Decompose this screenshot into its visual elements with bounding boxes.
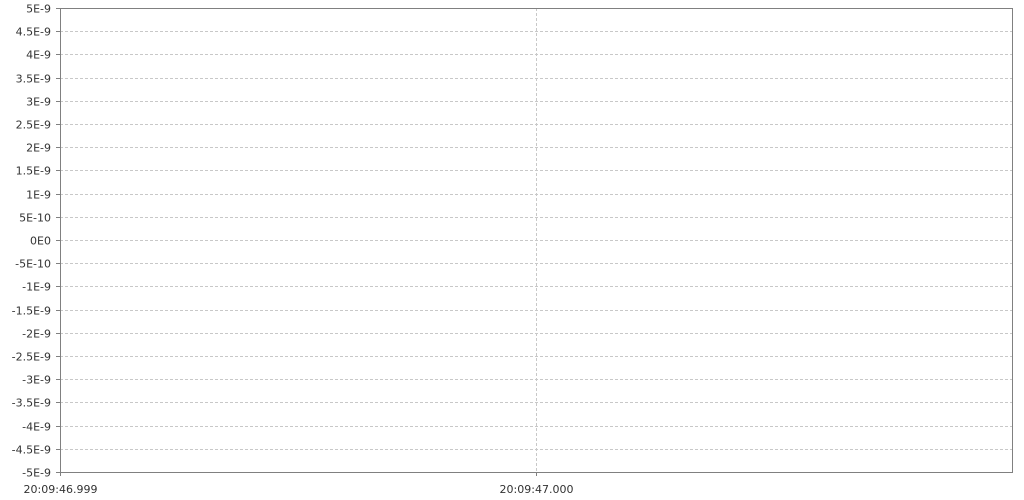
y-axis: 5E-9 4.5E-9 4E-9 3.5E-9 3E-9 2.5E-9 2E-9 1.5E-9… [12, 3, 60, 480]
x-tick-label: 20:09:47.000 [500, 483, 574, 496]
y-tick-label: 4.5E-9 [16, 26, 51, 39]
y-tick-label: -1.5E-9 [12, 305, 51, 318]
y-tick-label: 2E-9 [26, 142, 51, 155]
y-tick-label: -2.5E-9 [12, 351, 51, 364]
y-tick-label: -2E-9 [22, 328, 51, 341]
gridlines [60, 8, 1012, 472]
y-tick-label: 3E-9 [26, 96, 51, 109]
y-tick-label: 5E-10 [19, 212, 51, 225]
y-tick-label: 4E-9 [26, 49, 51, 62]
y-tick-label: 1.5E-9 [16, 165, 51, 178]
y-tick-label: 5E-9 [26, 3, 51, 16]
y-tick-label: -3.5E-9 [12, 397, 51, 410]
y-tick-label: -5E-10 [15, 258, 51, 271]
x-tick-label: 20:09:46.999 [24, 483, 98, 496]
plot-area [60, 8, 1013, 473]
y-tick-label: -4E-9 [22, 421, 51, 434]
y-tick-label: 0E0 [30, 235, 51, 248]
y-tick-label: -4.5E-9 [12, 444, 51, 457]
y-tick-label: -3E-9 [22, 374, 51, 387]
y-tick-label: 3.5E-9 [16, 73, 51, 86]
y-tick-label: -1E-9 [22, 281, 51, 294]
y-tick-label: 2.5E-9 [16, 119, 51, 132]
y-tick-label: -5E-9 [22, 467, 51, 480]
y-tick-label: 1E-9 [26, 189, 51, 202]
x-axis: 20:09:46.999 20:09:47.000 [24, 472, 574, 496]
